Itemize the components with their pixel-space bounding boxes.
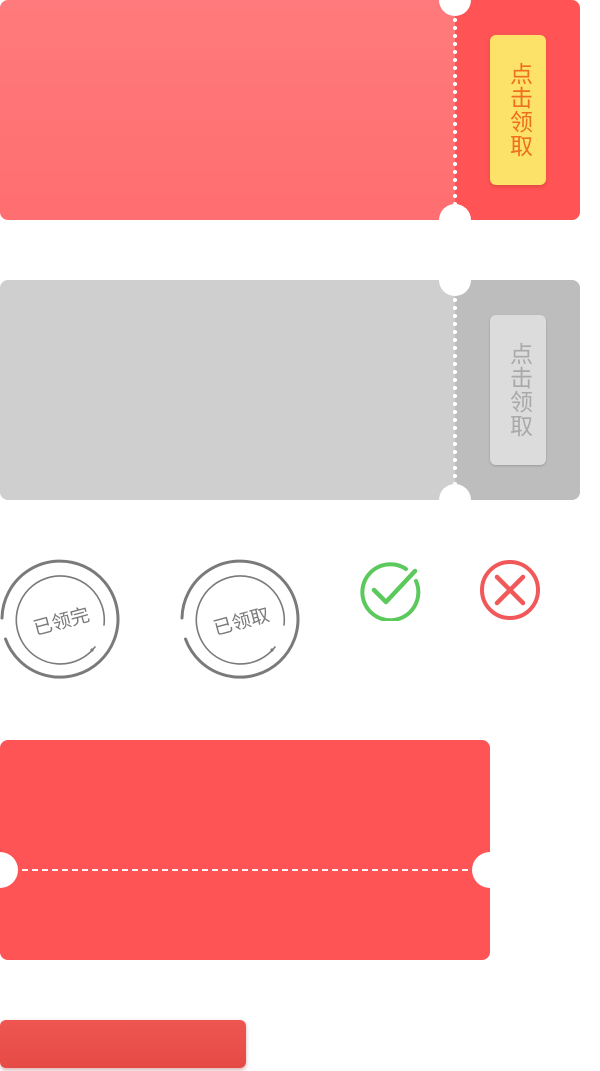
claim-button-label: 点击领取	[505, 62, 532, 158]
check-circle-icon	[359, 559, 421, 623]
coupon-body	[0, 0, 455, 220]
stamp-ring-icon	[180, 559, 300, 679]
coupon-card-divider	[22, 869, 468, 871]
coupon-ticket-disabled: 点击领取	[0, 280, 580, 500]
close-circle-icon	[479, 559, 541, 621]
stamp-claimed: 已领取	[180, 559, 302, 681]
coupon-card-notch-left	[0, 852, 18, 888]
claim-button-label: 点击领取	[505, 342, 532, 438]
coupon-ticket-active: 点击领取	[0, 0, 580, 220]
coupon-notch-top	[439, 280, 471, 296]
coupon-notch-bottom	[439, 484, 471, 500]
claim-button[interactable]: 点击领取	[490, 35, 546, 185]
stamp-ring-icon	[0, 559, 120, 679]
perforation-line	[452, 296, 458, 484]
coupon-card-notch-right	[472, 852, 490, 888]
coupon-notch-top	[439, 0, 471, 16]
red-action-button[interactable]	[0, 1020, 246, 1068]
coupon-body	[0, 280, 455, 500]
claim-button-disabled: 点击领取	[490, 315, 546, 465]
stamp-finished: 已领完	[0, 559, 122, 681]
coupon-notch-bottom	[439, 204, 471, 220]
coupon-card	[0, 740, 490, 960]
perforation-line	[452, 16, 458, 204]
